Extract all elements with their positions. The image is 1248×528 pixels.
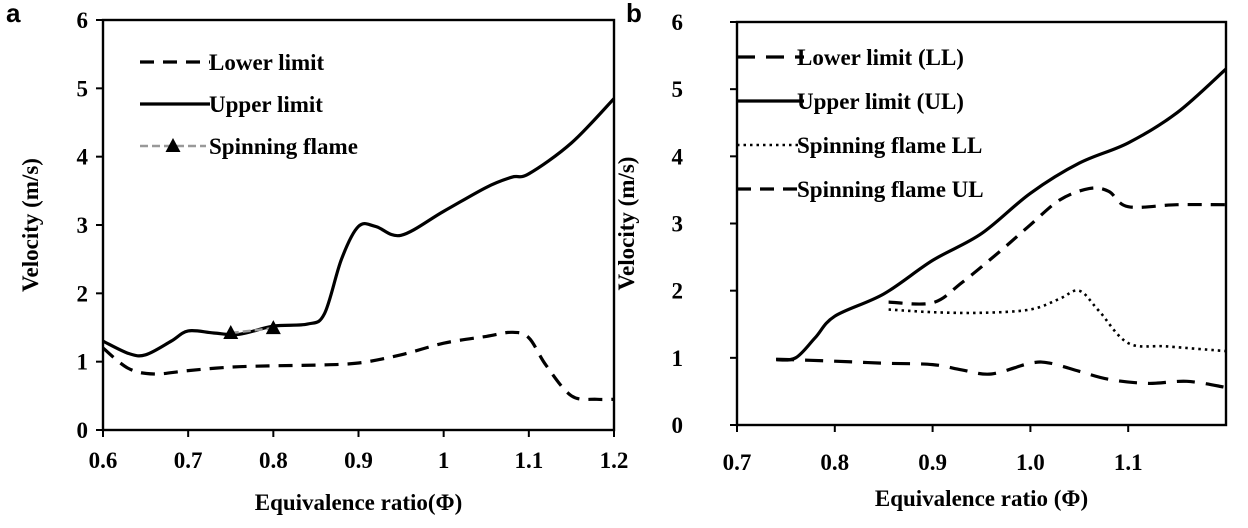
series-line-1: [102, 97, 616, 358]
x-tick-label: 1.2: [600, 448, 629, 473]
y-tick-label: 3: [672, 212, 684, 237]
x-tick-label: 1.1: [1114, 450, 1143, 475]
y-tick-label: 5: [77, 76, 89, 101]
data-point-triangle: [265, 320, 281, 335]
legend-label: Upper limit (UL): [797, 89, 964, 114]
data-point-triangle: [223, 324, 239, 339]
legend-marker-triangle: [165, 138, 181, 152]
legend-label: Spinning flame UL: [797, 177, 984, 202]
x-tick-label: 1: [438, 448, 450, 473]
x-tick-label: 0.8: [820, 450, 849, 475]
x-tick-label: 0.7: [723, 450, 752, 475]
y-tick-label: 0: [77, 418, 89, 443]
y-tick-label: 2: [77, 281, 89, 306]
series-line-3: [888, 186, 1227, 306]
y-tick-label: 3: [77, 213, 89, 238]
x-tick-label: 0.9: [918, 450, 947, 475]
panel-label: b: [626, 0, 642, 28]
y-tick-label: 5: [672, 77, 684, 102]
plot-frame: [735, 20, 1228, 427]
legend-label: Lower limit (LL): [797, 45, 964, 70]
x-tick-label: 0.6: [89, 448, 118, 473]
legend-label: Spinning flame: [209, 134, 358, 159]
chart-panel-a: a 0 1 2 3 4 5 6 0.6 0.7 0.8 0.9 1 1.1 1.2 Equivalence r…: [6, 0, 628, 515]
panel-label: a: [6, 0, 21, 28]
y-tick-label: 4: [77, 145, 89, 170]
x-axis-title: Equivalence ratio(Φ): [255, 490, 463, 515]
y-tick-label: 6: [77, 8, 89, 33]
y-tick-label: 2: [672, 279, 684, 304]
legend-label: Upper limit: [209, 92, 323, 117]
chart-panel-b: b 0 1 2 3 4 5 6 0.7 0.8 0.9 1.0 1.1 Equivalence ratio…: [614, 0, 1228, 511]
y-axis-title: Velocity (m/s): [18, 158, 43, 292]
x-tick-label: 1.0: [1016, 450, 1045, 475]
x-tick-label: 0.8: [259, 448, 288, 473]
x-tick-label: 0.9: [344, 448, 373, 473]
series-line-1: [775, 67, 1228, 362]
y-tick-label: 4: [672, 144, 684, 169]
y-axis-title: Velocity (m/s): [614, 157, 639, 291]
legend-label: Spinning flame LL: [797, 133, 982, 158]
y-tick-label: 1: [77, 350, 89, 375]
legend-label: Lower limit: [209, 50, 325, 75]
y-tick-label: 0: [672, 413, 684, 438]
series-line-0: [101, 330, 615, 402]
series-line-0: [776, 357, 1227, 389]
x-tick-label: 0.7: [174, 448, 203, 473]
x-axis-title: Equivalence ratio (Φ): [875, 486, 1088, 511]
y-tick-label: 1: [672, 346, 684, 371]
x-tick-label: 1.1: [514, 448, 543, 473]
series-line-spinning-flame: [230, 326, 274, 335]
y-tick-label: 6: [672, 10, 684, 35]
